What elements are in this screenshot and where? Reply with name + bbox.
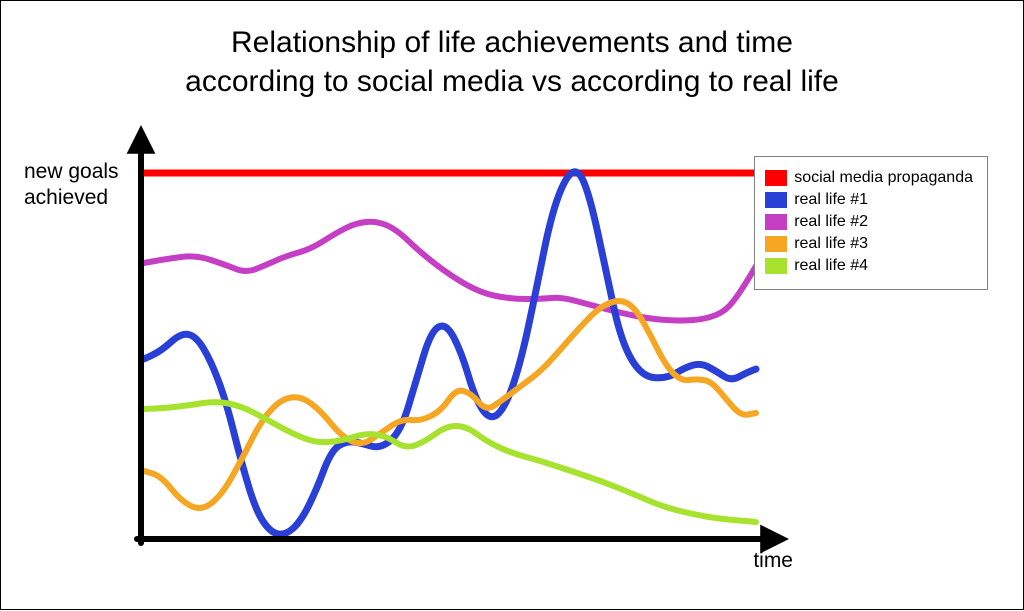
legend-swatch [765, 258, 787, 274]
legend-label: real life #4 [794, 257, 868, 275]
y-axis-arrow [127, 125, 156, 154]
series-real-life-4 [144, 402, 756, 522]
series-real-life-2 [144, 222, 756, 321]
x-axis-arrow [760, 525, 789, 554]
legend-item: real life #4 [765, 257, 973, 275]
legend-swatch [765, 214, 787, 230]
legend-item: social media propaganda [765, 169, 973, 187]
series-real-life-1 [144, 172, 756, 534]
chart-svg [1, 1, 1024, 611]
chart-container: Relationship of life achievements and ti… [0, 0, 1024, 610]
legend-swatch [765, 192, 787, 208]
legend-swatch [765, 236, 787, 252]
legend-label: real life #3 [794, 235, 868, 253]
legend-label: social media propaganda [794, 169, 973, 187]
legend-swatch [765, 170, 787, 186]
series-group [144, 172, 756, 534]
legend-label: real life #1 [794, 191, 868, 209]
legend-item: real life #1 [765, 191, 973, 209]
legend-item: real life #3 [765, 235, 973, 253]
legend-label: real life #2 [794, 213, 868, 231]
legend-item: real life #2 [765, 213, 973, 231]
legend: social media propaganda real life #1 real … [754, 156, 988, 290]
